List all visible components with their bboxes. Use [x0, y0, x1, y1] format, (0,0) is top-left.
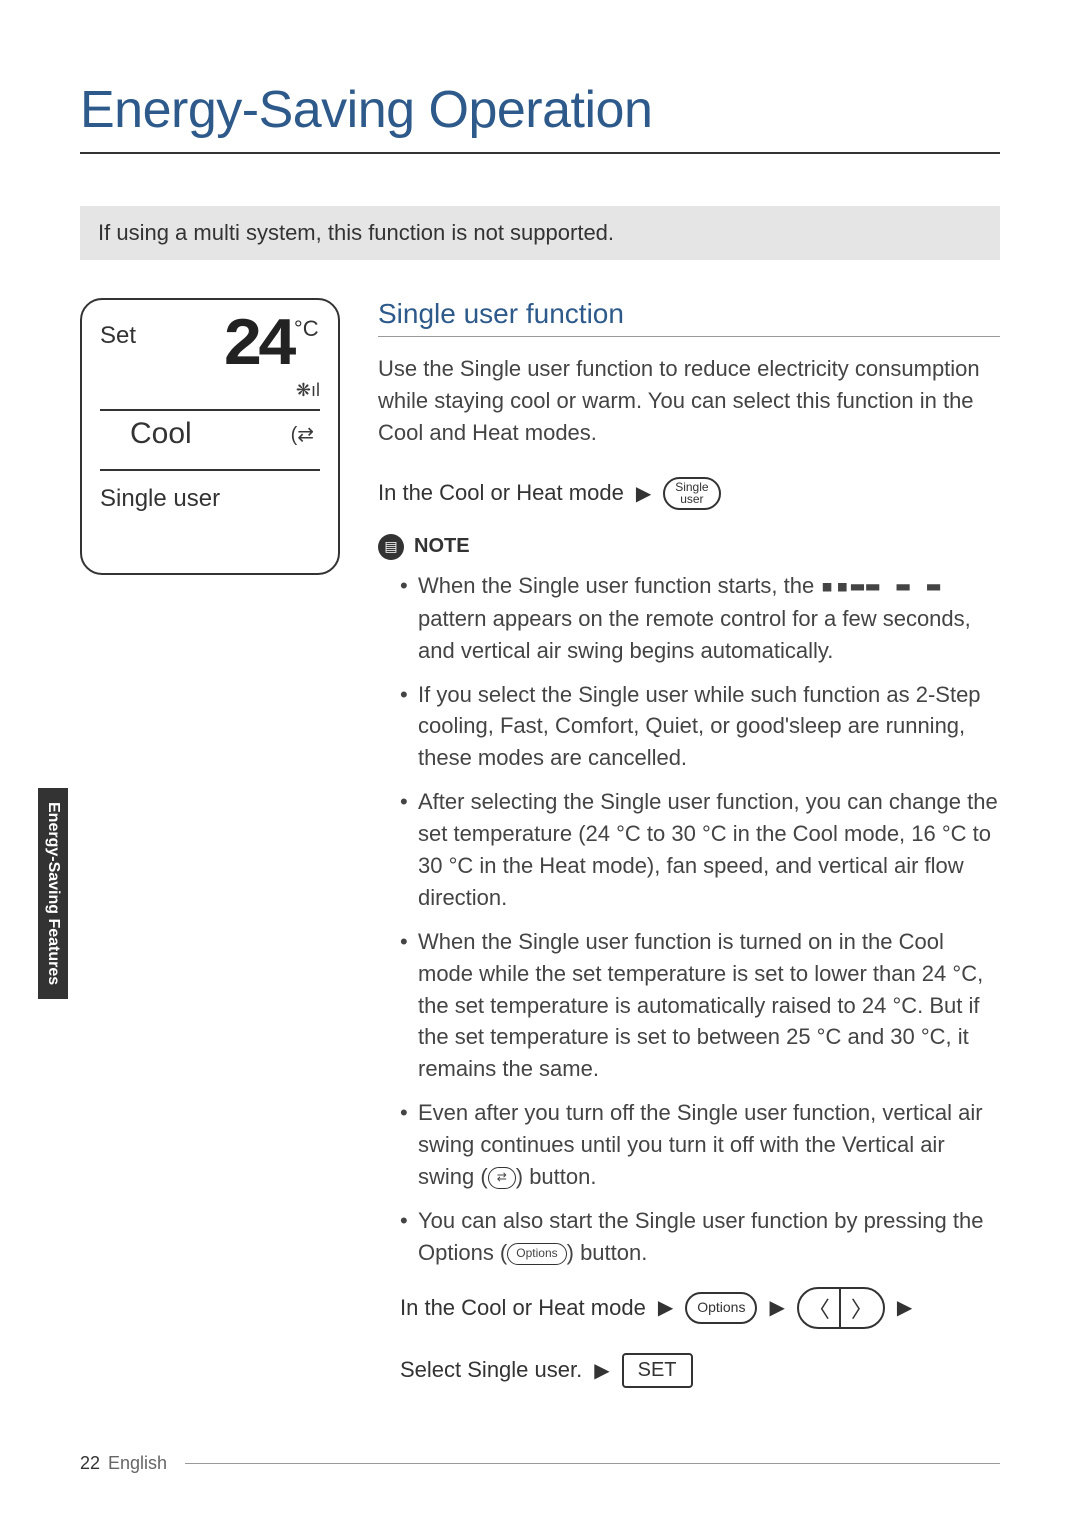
- options-button[interactable]: Options: [685, 1292, 757, 1324]
- arrow-icon: ▶: [594, 1358, 609, 1383]
- page-footer: 22 English: [80, 1453, 1000, 1474]
- note-label: NOTE: [414, 535, 470, 558]
- notice-bar: If using a multi system, this function i…: [80, 206, 1000, 260]
- fan-icon: ❋ıl: [296, 380, 320, 401]
- swing-icon: (⇄: [291, 422, 314, 447]
- step1-prefix: In the Cool or Heat mode: [378, 480, 624, 506]
- right-arrow-icon[interactable]: 〉: [841, 1289, 883, 1327]
- pattern-icon: ▪▪▬▬ ▬ ▬: [820, 574, 942, 599]
- footer-divider: [185, 1463, 1000, 1464]
- step-line-3: Select Single user. ▶ SET: [378, 1353, 1000, 1388]
- step2-prefix: In the Cool or Heat mode: [400, 1295, 646, 1321]
- note-list: When the Single user function starts, th…: [378, 570, 1000, 1269]
- note-item: After selecting the Single user function…: [400, 786, 1000, 914]
- temperature-unit: °C: [294, 316, 319, 341]
- remote-display: Set 24 °C ❋ıl Cool (⇄ Single user: [80, 298, 340, 575]
- section-description: Use the Single user function to reduce e…: [378, 353, 1000, 449]
- set-label: Set: [100, 322, 136, 350]
- note-header: ▤ NOTE: [378, 534, 1000, 560]
- side-tab: Energy-Saving Features: [38, 788, 68, 999]
- page-title: Energy-Saving Operation: [80, 80, 1000, 140]
- vertical-swing-button-icon: ⇄: [488, 1167, 516, 1188]
- remote-divider-2: [100, 469, 320, 471]
- arrow-icon: ▶: [658, 1295, 673, 1320]
- content-row: Set 24 °C ❋ıl Cool (⇄ Single user: [80, 298, 1000, 1412]
- arrow-icon: ▶: [897, 1295, 912, 1320]
- title-divider: [80, 152, 1000, 154]
- arrow-icon: ▶: [769, 1295, 784, 1320]
- left-arrow-icon[interactable]: 〈: [799, 1289, 841, 1327]
- note-item: You can also start the Single user funct…: [400, 1205, 1000, 1269]
- temperature-value: 24: [222, 316, 292, 377]
- arrow-icon: ▶: [636, 481, 651, 506]
- step-line-1: In the Cool or Heat mode ▶ Single user: [378, 477, 1000, 510]
- note-item: When the Single user function is turned …: [400, 926, 1000, 1085]
- note-item: Even after you turn off the Single user …: [400, 1097, 1000, 1193]
- set-button[interactable]: SET: [622, 1353, 693, 1388]
- step-line-2: In the Cool or Heat mode ▶ Options ▶ 〈 〉…: [378, 1287, 1000, 1329]
- single-user-button[interactable]: Single user: [663, 477, 720, 510]
- page-number: 22: [80, 1453, 100, 1474]
- note-item: When the Single user function starts, th…: [400, 570, 1000, 667]
- left-right-button[interactable]: 〈 〉: [797, 1287, 885, 1329]
- remote-divider-1: [100, 409, 320, 411]
- step3-prefix: Select Single user.: [400, 1357, 582, 1383]
- page-language: English: [108, 1453, 167, 1474]
- section-heading: Single user function: [378, 298, 1000, 337]
- mode-label: Cool: [130, 417, 192, 451]
- note-item: If you select the Single user while such…: [400, 679, 1000, 775]
- options-button-icon: Options: [507, 1243, 566, 1264]
- remote-function-label: Single user: [100, 485, 320, 513]
- note-icon: ▤: [378, 534, 404, 560]
